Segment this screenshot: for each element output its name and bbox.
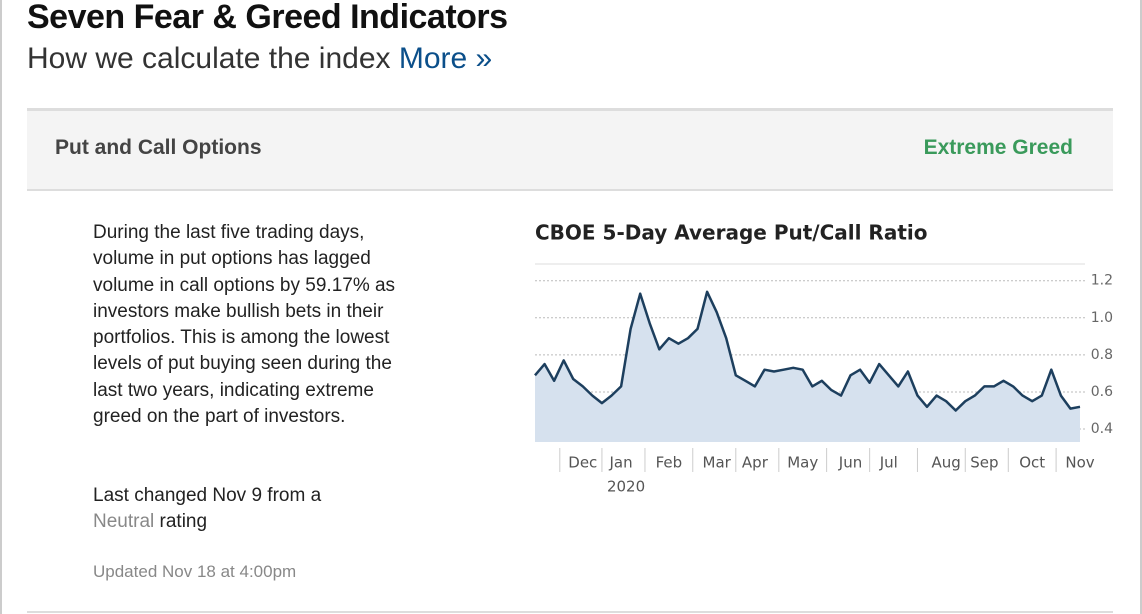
indicator-rating: Extreme Greed [923, 136, 1073, 159]
area [535, 291, 1080, 442]
more-link[interactable]: More » [398, 42, 493, 75]
subtitle-text: How we calculate the index [27, 42, 391, 75]
y-tick-label: 0.4 [1091, 421, 1113, 437]
x-tick-label: Oct [1019, 454, 1045, 472]
y-tick-label: 1.0 [1091, 310, 1113, 326]
previous-rating: Neutral [93, 511, 155, 533]
year-label: 2020 [607, 478, 645, 496]
indicator-name: Put and Call Options [55, 136, 262, 159]
last-changed-text: Last changed Nov 9 from a [93, 485, 322, 506]
y-tick-label: 0.6 [1091, 384, 1113, 400]
subtitle: How we calculate the index More » [27, 42, 492, 76]
x-tick-label: Dec [568, 454, 597, 472]
chart-title: CBOE 5-Day Average Put/Call Ratio [535, 221, 927, 245]
x-tick-label: Aug [931, 454, 960, 472]
y-tick-label: 1.2 [1091, 273, 1113, 289]
x-tick-label: Apr [742, 454, 769, 472]
last-changed: Last changed Nov 9 from a Neutral rating [93, 483, 393, 536]
x-tick-label: Jun [838, 454, 862, 472]
x-tick-label: May [787, 454, 818, 472]
panel-header [27, 108, 1113, 191]
divider [27, 611, 1113, 613]
border [0, 0, 2, 614]
x-tick-label: Mar [703, 454, 732, 472]
line [534, 290, 1081, 412]
x-tick-label: Sep [970, 454, 998, 472]
x-tick-label: Feb [656, 454, 683, 472]
page-title: Seven Fear & Greed Indicators [27, 0, 508, 36]
x-tick-label: Jul [879, 454, 898, 472]
description: During the last five trading days, volum… [93, 222, 396, 428]
x-tick-label: Jan [608, 454, 632, 472]
y-tick-label: 0.8 [1091, 347, 1113, 363]
rating-suffix: rating [159, 511, 208, 533]
updated: Updated Nov 18 at 4:00pm [93, 562, 297, 581]
x-tick-label: Nov [1065, 454, 1094, 472]
border [1140, 0, 1142, 614]
